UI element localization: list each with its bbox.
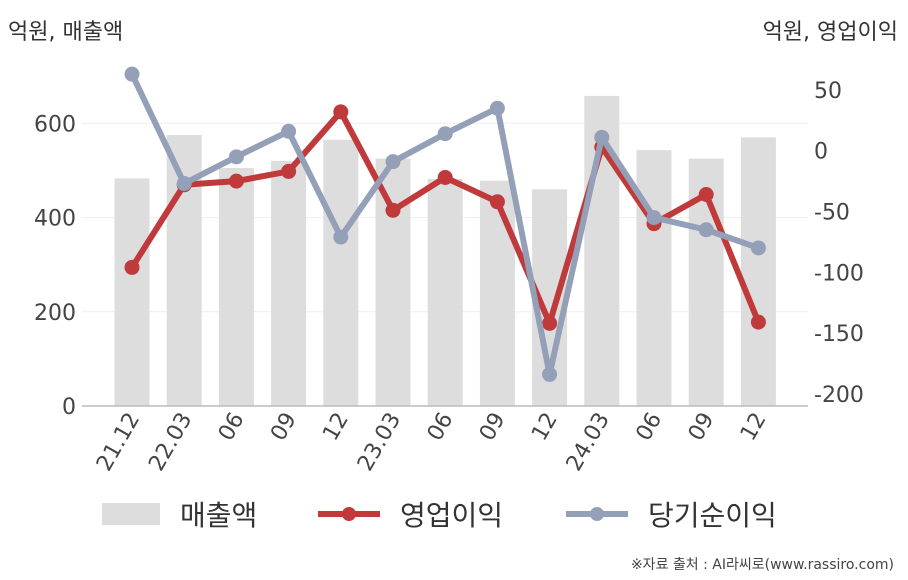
revenue-bars <box>114 95 776 407</box>
category-label: 09 <box>684 409 720 446</box>
net-income-point <box>176 176 192 192</box>
left-tick-label: 600 <box>34 112 76 137</box>
legend-label-revenue: 매출액 <box>180 499 258 532</box>
legend-label-net-income: 당기순이익 <box>648 499 777 532</box>
category-label: 12 <box>527 409 563 446</box>
net-income-point <box>228 149 244 165</box>
revenue-bar <box>271 160 307 406</box>
revenue-bar <box>218 168 254 406</box>
left-axis-unit: 억원, 매출액 <box>8 20 124 45</box>
operating-profit-point <box>333 104 349 120</box>
category-label: 09 <box>475 409 511 446</box>
net-income-point <box>542 366 558 382</box>
operating-profit-point <box>542 315 558 331</box>
net-income-point <box>750 240 766 256</box>
operating-profit-point <box>437 169 453 185</box>
left-tick-label: 400 <box>34 207 76 232</box>
operating-profit-point <box>385 202 401 218</box>
operating-profit-point <box>124 259 140 275</box>
right-tick-label: -50 <box>814 201 850 226</box>
revenue-bar <box>375 158 411 406</box>
category-label: 24.03 <box>562 409 615 476</box>
net-income-point <box>333 229 349 245</box>
source-credit: ※자료 출처 : AI라씨로(www.rassiro.com) <box>630 557 894 573</box>
category-label: 23.03 <box>353 409 406 476</box>
left-tick-label: 0 <box>62 395 76 420</box>
revenue-bar <box>323 139 359 406</box>
category-label: 09 <box>266 409 302 446</box>
category-label: 06 <box>214 409 250 446</box>
revenue-bar <box>479 180 515 406</box>
combo-chart: 0 200 400 600 50 0 -50 -100 -150 -200 21.12 22.03 06… <box>34 66 864 476</box>
revenue-bar <box>740 137 776 406</box>
category-label: 21.12 <box>92 409 145 476</box>
net-income-point <box>281 123 297 139</box>
net-income-point <box>594 129 610 145</box>
category-label: 06 <box>632 409 668 446</box>
legend-item-operating-profit: 영업이익 <box>318 492 503 536</box>
net-income-point <box>698 222 714 238</box>
operating-profit-point <box>489 194 505 210</box>
legend-swatch-revenue <box>102 503 160 525</box>
category-label: 12 <box>318 409 354 446</box>
revenue-bar <box>114 178 150 406</box>
net-income-point <box>437 126 453 142</box>
net-income-point <box>124 66 140 82</box>
operating-profit-point <box>698 186 714 202</box>
net-income-point <box>646 210 662 226</box>
revenue-bar <box>636 150 672 406</box>
legend-label-operating-profit: 영업이익 <box>400 499 504 532</box>
right-tick-label: -100 <box>814 261 864 286</box>
legend-item-revenue: 매출액 <box>102 492 257 536</box>
legend-swatch-net-income <box>566 503 628 525</box>
net-income-point <box>489 100 505 116</box>
category-label: 22.03 <box>144 409 197 476</box>
right-tick-label: -150 <box>814 322 864 347</box>
left-tick-label: 200 <box>34 301 76 326</box>
right-tick-label: -200 <box>814 383 864 408</box>
category-label: 12 <box>736 409 772 446</box>
legend-item-net-income: 당기순이익 <box>566 492 777 536</box>
revenue-bar <box>427 178 463 406</box>
legend: 매출액 영업이익 당기순이익 <box>0 492 908 536</box>
operating-profit-point <box>228 173 244 189</box>
right-tick-label: 50 <box>814 79 842 104</box>
right-tick-label: 0 <box>814 140 828 165</box>
profit-lines <box>124 66 766 382</box>
right-axis-unit: 억원, 영업이익 <box>762 20 898 45</box>
operating-profit-point <box>281 163 297 179</box>
category-label: 06 <box>423 409 459 446</box>
net-income-point <box>385 154 401 170</box>
legend-swatch-operating-profit <box>318 503 380 525</box>
operating-profit-point <box>750 314 766 330</box>
